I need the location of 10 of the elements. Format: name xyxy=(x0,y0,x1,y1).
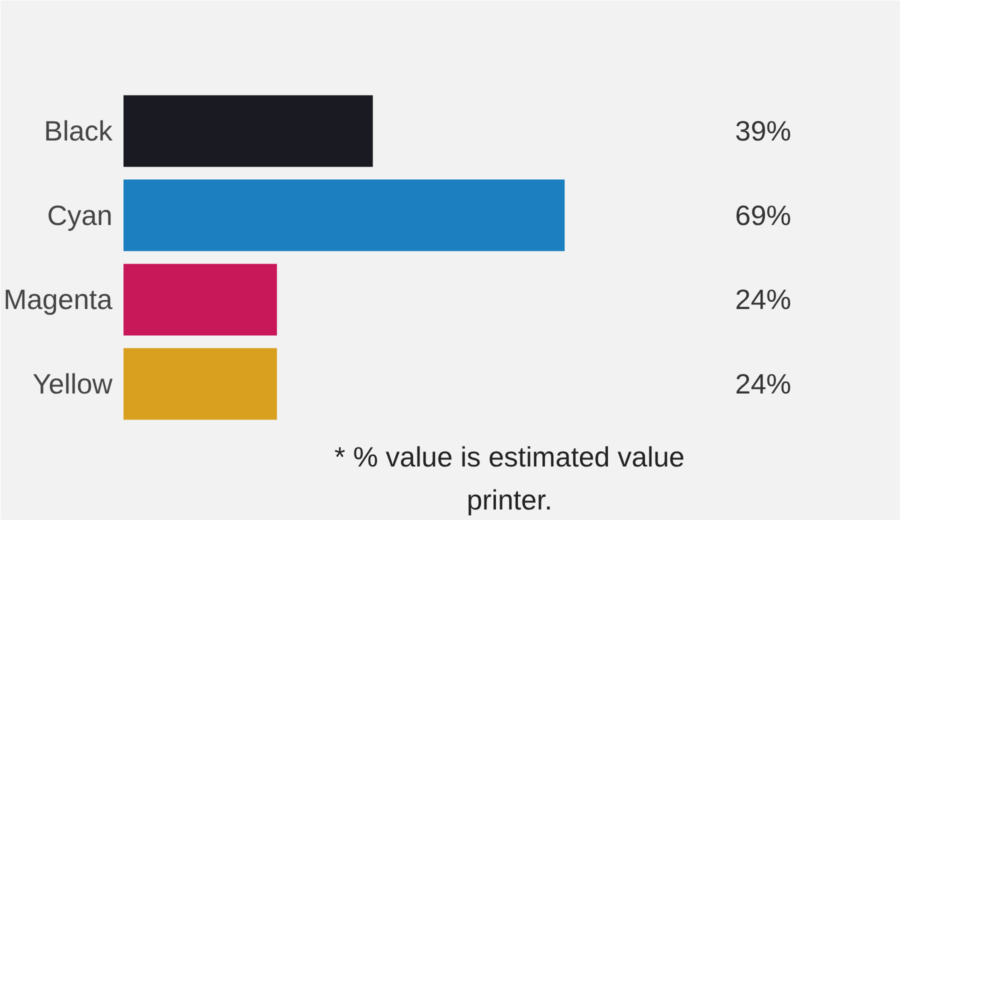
y-tick-label: Black xyxy=(44,116,114,147)
y-tick-label: Magenta xyxy=(4,284,113,316)
text: * % value is estimated value xyxy=(334,442,685,472)
data-label: 69% xyxy=(735,200,792,231)
text: printer. xyxy=(466,484,552,516)
y-tick-label: Cyan xyxy=(47,200,113,231)
data-label: 24% xyxy=(735,368,792,400)
data-label: 39% xyxy=(735,116,792,147)
y-tick-label: Yellow xyxy=(32,368,114,400)
data-label: 24% xyxy=(735,284,792,316)
